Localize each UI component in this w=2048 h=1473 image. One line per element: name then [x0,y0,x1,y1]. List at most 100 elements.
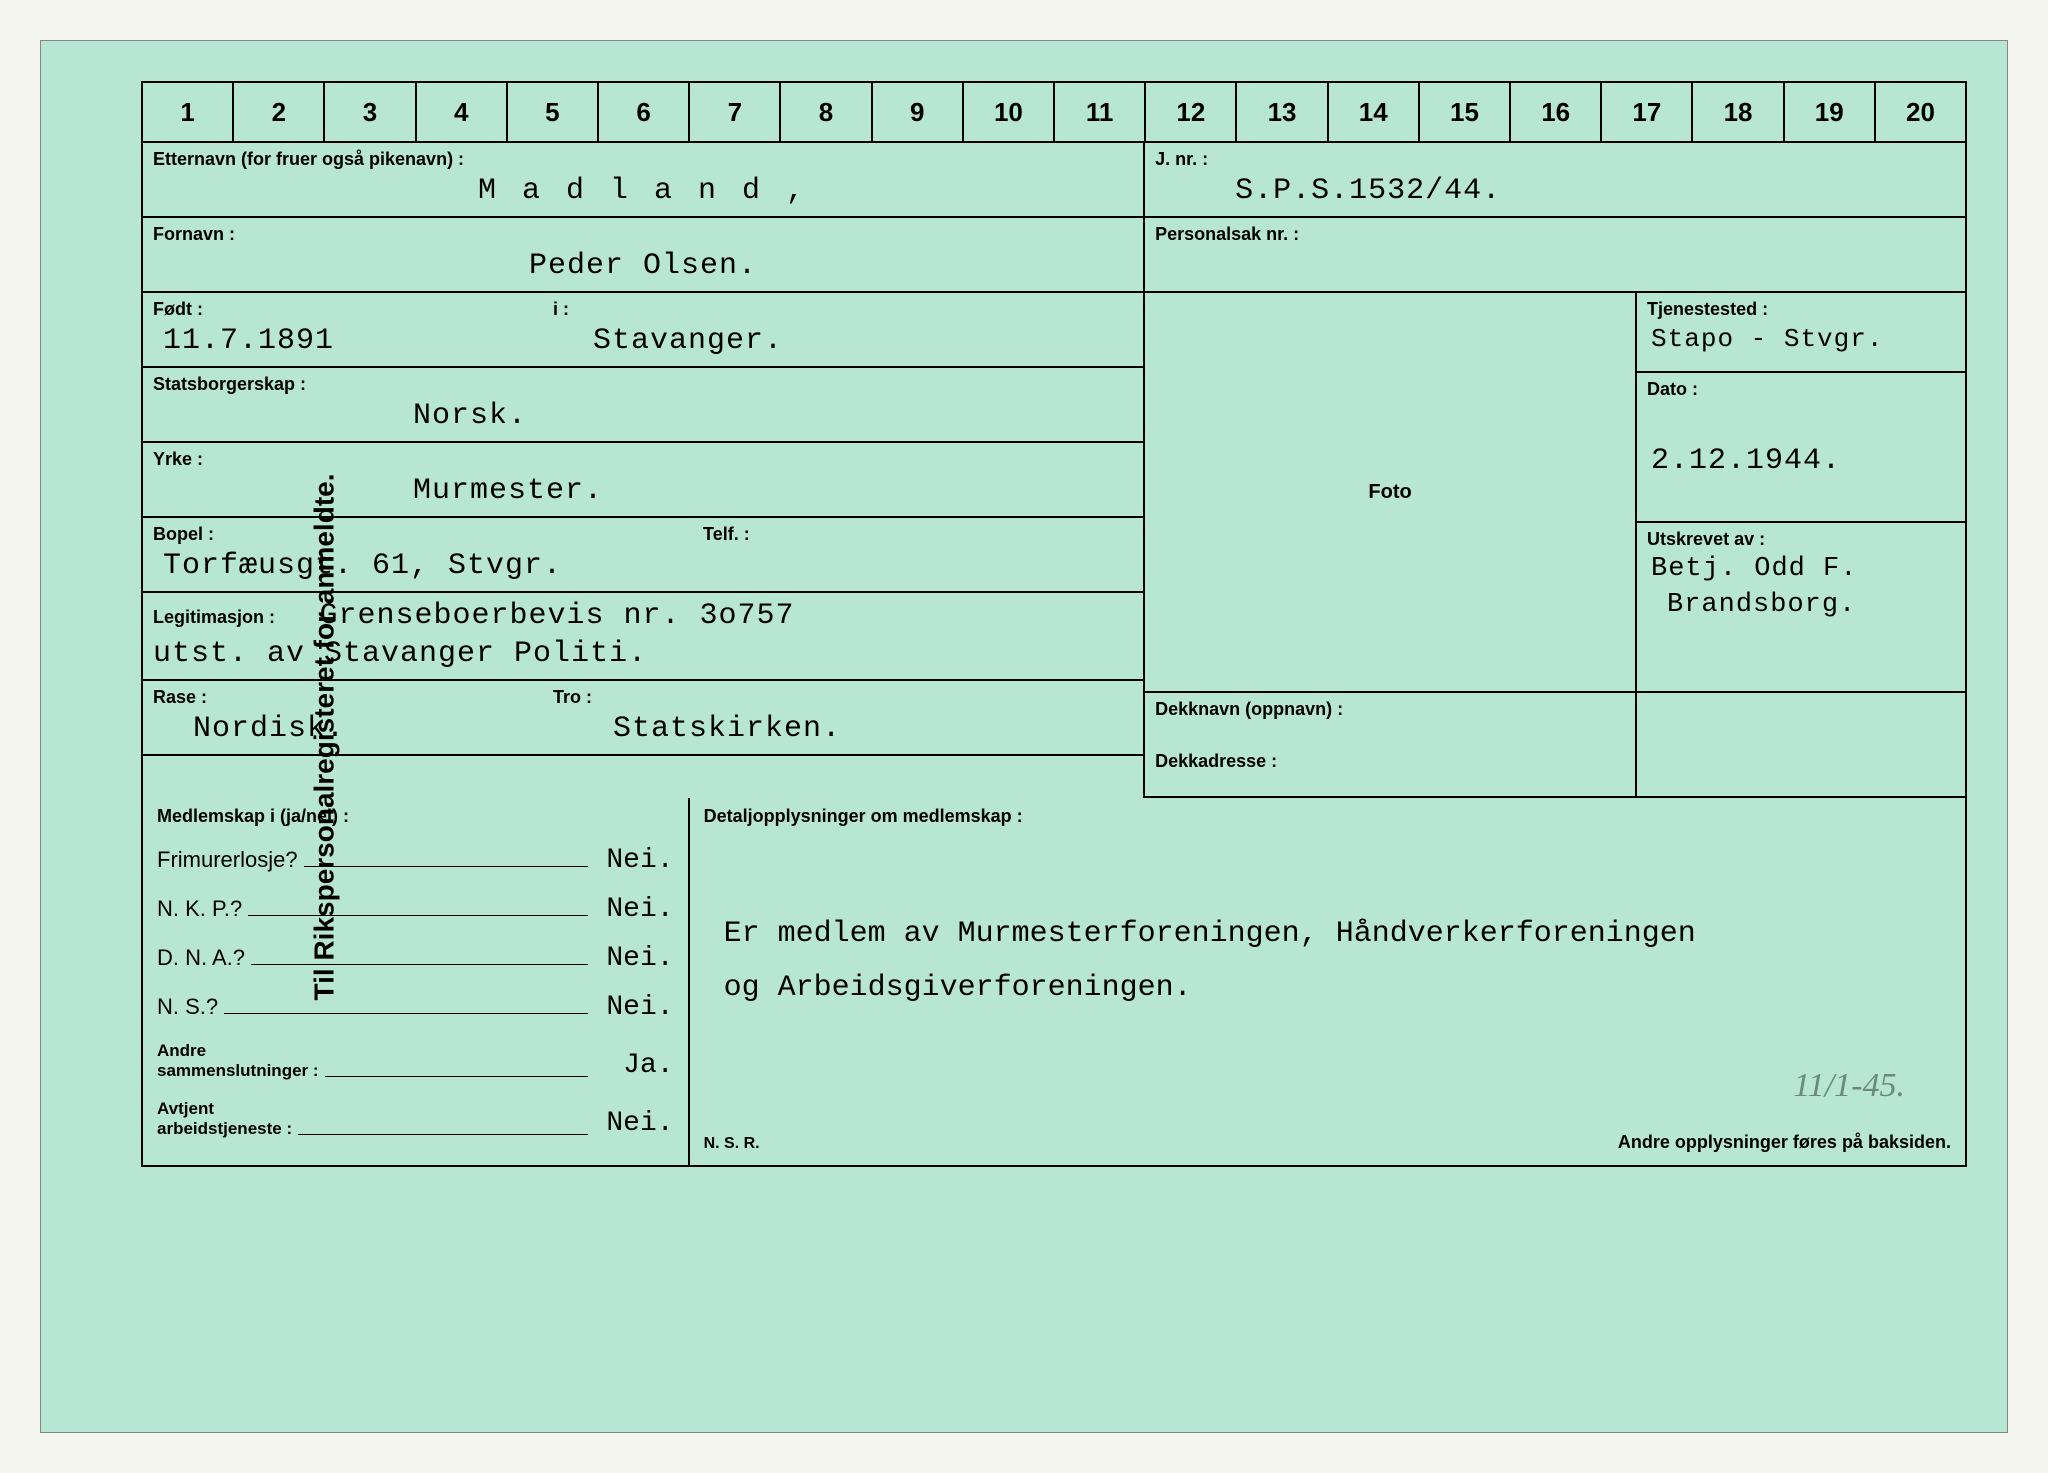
label-dekkadresse: Dekkadresse : [1155,751,1277,771]
value-legitimasjon-1: Grenseboerbevis nr. 3o757 [279,595,794,635]
value-yrke: Murmester. [153,470,1133,510]
label-medlemskap: Medlemskap i (ja/nei) : [157,806,674,827]
value-utskrevet-1: Betj. Odd F. [1647,550,1955,586]
value-legitimasjon-2: utst. av Stavanger Politi. [153,633,1133,673]
mem-q6a: Avtjent [157,1099,214,1118]
field-tro: Tro : Statskirken. [543,681,1143,754]
ruler-cell: 1 [143,83,234,141]
card-content: 1 2 3 4 5 6 7 8 9 10 11 12 13 14 15 16 1… [141,81,1967,1392]
mem-a4: Nei. [594,992,674,1023]
label-i: i : [553,299,1133,320]
ruler-cell: 15 [1420,83,1511,141]
field-dekknavn: Dekknavn (oppnavn) : [1145,693,1635,745]
label-rase: Rase : [153,687,533,708]
registration-card: Til Rikspersonalregisteret for anmeldte.… [40,40,2008,1433]
label-bopel: Bopel : [153,524,1133,545]
ruler-cell: 9 [873,83,964,141]
ruler-row: 1 2 3 4 5 6 7 8 9 10 11 12 13 14 15 16 1… [141,81,1967,141]
field-fodt: Født : 11.7.1891 [143,293,543,366]
label-jnr: J. nr. : [1155,149,1955,170]
ruler-cell: 6 [599,83,690,141]
mem-q5a: Andre [157,1041,206,1060]
mem-q2: N. K. P.? [157,896,242,922]
label-telf: Telf. : [703,524,750,545]
value-i: Stavanger. [553,320,1133,360]
mem-a1: Nei. [594,845,674,876]
ruler-cell: 17 [1602,83,1693,141]
mem-q3: D. N. A.? [157,945,245,971]
label-foto: Foto [1368,481,1411,504]
detail-line-2: og Arbeidsgiverforeningen. [724,961,1951,1015]
mem-row-avtjent: Avtjent arbeidstjeneste : Nei. [157,1099,674,1139]
ruler-cell: 2 [234,83,325,141]
ruler-cell: 7 [690,83,781,141]
label-utskrevet: Utskrevet av : [1647,529,1955,550]
mem-row-ns: N. S.? Nei. [157,992,674,1023]
label-etternavn: Etternavn (for fruer også pikenavn) : [153,149,1133,170]
detail-line-1: Er medlem av Murmesterforeningen, Håndve… [724,907,1951,961]
mem-row-andre: Andre sammenslutninger : Ja. [157,1041,674,1081]
field-jnr: J. nr. : S.P.S.1532/44. [1145,143,1965,218]
label-fodt: Født : [153,299,533,320]
field-fornavn: Fornavn : Peder Olsen. [143,218,1145,293]
field-personalsak: Personalsak nr. : [1145,218,1965,293]
field-utskrevet: Utskrevet av : Betj. Odd F. Brandsborg. [1637,523,1965,693]
mem-a6: Nei. [594,1108,674,1139]
value-rase: Nordisk. [153,708,533,748]
foto-box: Foto [1145,293,1637,693]
dekk-right-blank [1637,693,1965,798]
field-statsborgerskap: Statsborgerskap : Norsk. [143,368,1143,443]
field-legitimasjon: Legitimasjon : Grenseboerbevis nr. 3o757… [143,593,1143,681]
value-etternavn: M a d l a n d , [153,170,1133,212]
field-yrke: Yrke : Murmester. [143,443,1143,518]
ruler-cell: 16 [1511,83,1602,141]
mem-q4: N. S.? [157,994,218,1020]
value-tro: Statskirken. [553,708,1133,748]
ruler-cell: 14 [1329,83,1420,141]
field-tjenestested: Tjenestested : Stapo - Stvgr. [1637,293,1965,373]
membership-right: Detaljopplysninger om medlemskap : Er me… [690,798,1965,1165]
mem-row-dna: D. N. A.? Nei. [157,943,674,974]
mem-row-frimurer: Frimurerlosje? Nei. [157,845,674,876]
ruler-cell: 11 [1055,83,1146,141]
form-grid: Etternavn (for fruer også pikenavn) : M … [141,141,1967,1167]
label-detalj: Detaljopplysninger om medlemskap : [704,806,1951,827]
value-dato: 2.12.1944. [1647,440,1955,480]
mem-q6b: arbeidstjeneste : [157,1119,292,1138]
label-dekknavn: Dekknavn (oppnavn) : [1155,699,1343,719]
label-legitimasjon: Legitimasjon : [153,607,275,627]
membership-left: Medlemskap i (ja/nei) : Frimurerlosje? N… [143,798,690,1165]
label-personalsak: Personalsak nr. : [1155,224,1955,245]
ruler-cell: 18 [1693,83,1784,141]
value-utskrevet-2: Brandsborg. [1647,586,1955,622]
mem-a2: Nei. [594,894,674,925]
mem-row-nkp: N. K. P.? Nei. [157,894,674,925]
value-fornavn: Peder Olsen. [153,245,1133,287]
field-dekkadresse: Dekkadresse : [1145,745,1635,797]
label-yrke: Yrke : [153,449,1133,470]
value-jnr: S.P.S.1532/44. [1155,170,1955,210]
nsr-label: N. S. R. [704,1135,760,1153]
ruler-cell: 3 [325,83,416,141]
ruler-cell: 12 [1146,83,1237,141]
label-fornavn: Fornavn : [153,224,1133,245]
value-statsborgerskap: Norsk. [153,395,1133,435]
field-bopel: Bopel : Telf. : Torfæusgt. 61, Stvgr. [143,518,1143,593]
mem-q1: Frimurerlosje? [157,847,298,873]
label-tro: Tro : [553,687,1133,708]
ruler-cell: 10 [964,83,1055,141]
mem-a5: Ja. [594,1050,674,1081]
field-i: i : Stavanger. [543,293,1143,366]
ruler-cell: 13 [1237,83,1328,141]
value-fodt: 11.7.1891 [153,320,533,360]
ruler-cell: 19 [1785,83,1876,141]
detail-text: Er medlem av Murmesterforeningen, Håndve… [704,907,1951,1015]
value-personalsak [1155,245,1955,279]
field-rase: Rase : Nordisk. [143,681,543,754]
label-statsborgerskap: Statsborgerskap : [153,374,1133,395]
label-tjenestested: Tjenestested : [1647,299,1955,320]
handwritten-date: 11/1-45. [1793,1067,1905,1105]
field-etternavn: Etternavn (for fruer også pikenavn) : M … [143,143,1145,218]
ruler-cell: 5 [508,83,599,141]
mem-q5b: sammenslutninger : [157,1061,319,1080]
